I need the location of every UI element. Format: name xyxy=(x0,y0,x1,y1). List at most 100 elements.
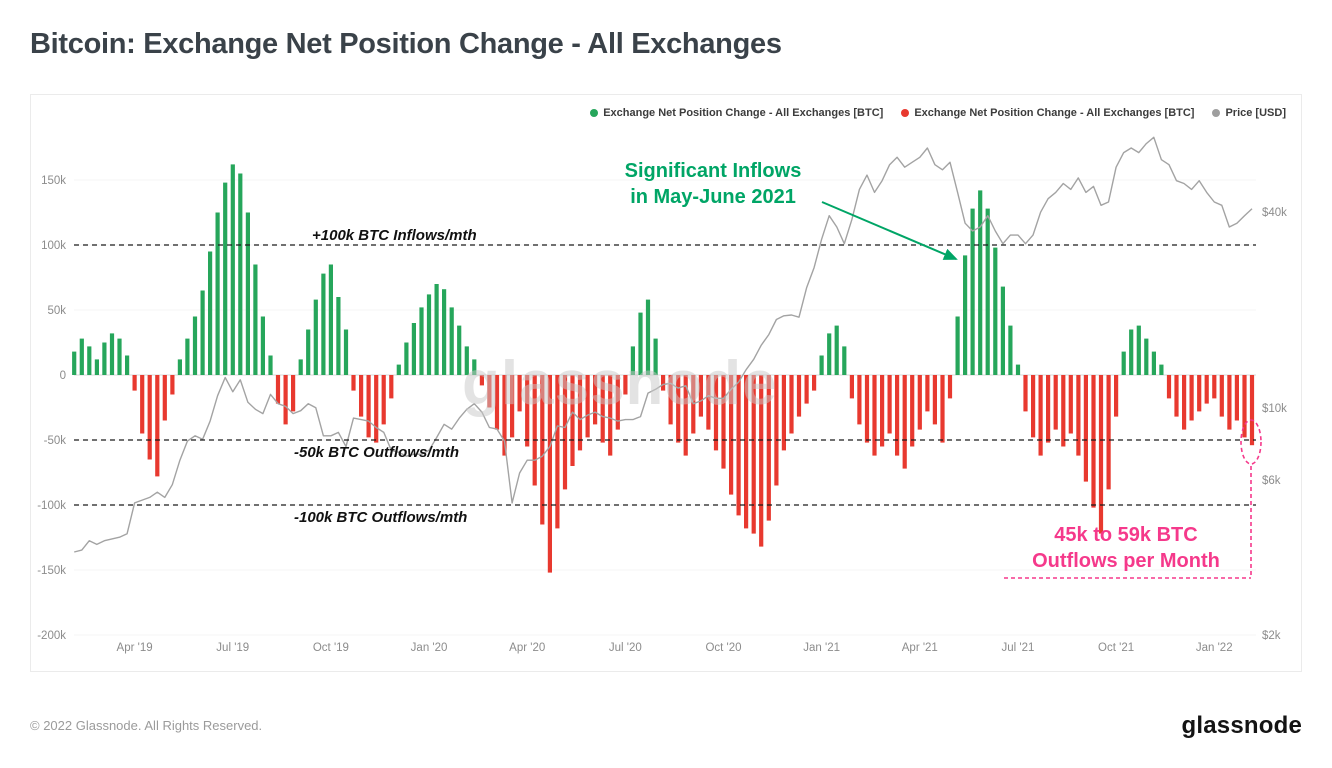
inflow-bar xyxy=(230,164,235,375)
outflow-bar xyxy=(608,375,613,456)
inflow-bar xyxy=(1015,364,1021,375)
outflow-bar xyxy=(880,375,885,447)
outflow-bar xyxy=(381,375,386,425)
outflow-bar xyxy=(525,375,530,447)
inflow-bar xyxy=(1000,286,1005,375)
outflow-bar xyxy=(593,375,598,425)
inflow-bar xyxy=(268,355,273,375)
outflow-bar xyxy=(917,375,922,430)
outflow-bar xyxy=(1091,375,1096,508)
x-tick-label: Jul '21 xyxy=(1002,642,1035,654)
outflow-bar xyxy=(517,375,522,412)
recent-outflows-line2: Outflows per Month xyxy=(1032,550,1220,572)
outflow-bar xyxy=(502,375,507,456)
inflow-bar xyxy=(79,338,84,375)
inflow-bar xyxy=(827,333,832,375)
outflow-bar xyxy=(812,375,817,391)
outflow-bar xyxy=(547,375,552,573)
legend-item-outflows[interactable]: Exchange Net Position Change - All Excha… xyxy=(901,107,1194,119)
legend-label-price: Price [USD] xyxy=(1225,107,1286,119)
outflow-bar xyxy=(910,375,915,447)
outflow-bar xyxy=(351,375,356,391)
outflow-bar xyxy=(140,375,145,434)
x-tick-label: Jan '22 xyxy=(1196,642,1233,654)
outflow-bar xyxy=(162,375,167,421)
outflow-bar xyxy=(1182,375,1187,430)
inflow-bar xyxy=(638,312,643,375)
inflow-bar xyxy=(457,325,462,375)
significant-inflows-line1: Significant Inflows xyxy=(624,160,802,182)
outflow-bar xyxy=(736,375,741,516)
inflow-bar xyxy=(306,329,311,375)
inflow-bar xyxy=(970,208,975,375)
inflow-bar xyxy=(117,338,122,375)
x-tick-label: Apr '19 xyxy=(117,642,153,654)
inflow-bar xyxy=(336,297,341,375)
legend-item-inflows[interactable]: Exchange Net Position Change - All Excha… xyxy=(590,107,883,119)
inflow-bar xyxy=(449,307,454,375)
gray-dot-icon xyxy=(1212,109,1221,117)
outflow-bar xyxy=(487,375,492,408)
outflow-bar xyxy=(1106,375,1111,490)
inflow-bar xyxy=(963,255,968,375)
outflow-bar xyxy=(683,375,688,456)
outflow-bar xyxy=(510,375,515,438)
outflow-bar xyxy=(1083,375,1088,482)
outflow-bar xyxy=(1068,375,1073,434)
chart-legend: Exchange Net Position Change - All Excha… xyxy=(590,107,1286,119)
outflow-bar xyxy=(706,375,711,430)
outflow-bar xyxy=(1227,375,1232,430)
outflow-bar xyxy=(283,375,288,425)
outflow-bar xyxy=(676,375,681,443)
inflow-bar xyxy=(313,299,318,375)
inflow-bar xyxy=(72,351,77,375)
outflow-bar xyxy=(555,375,560,529)
inflow-bar xyxy=(834,325,839,375)
outflow-bar xyxy=(1061,375,1066,447)
outflow-bar xyxy=(887,375,892,434)
inflow-bar xyxy=(1144,338,1149,375)
outflow-bar xyxy=(902,375,907,469)
outflow-bar xyxy=(170,375,175,395)
inflow-bar xyxy=(260,316,265,375)
x-tick-label: Jan '20 xyxy=(411,642,448,654)
significant-inflows-annotation: Significant Inflows in May-June 2021 xyxy=(588,158,838,210)
legend-item-price[interactable]: Price [USD] xyxy=(1212,107,1286,119)
glassnode-logo: glassnode xyxy=(1181,712,1302,739)
y-right-tick-label: $40k xyxy=(1262,207,1287,219)
outflow-bar xyxy=(774,375,779,486)
outflow-bar xyxy=(1038,375,1043,456)
outflow-highlight-circle-icon xyxy=(1240,419,1262,465)
inflow-bar xyxy=(472,359,477,375)
outflow-bar xyxy=(562,375,568,490)
inflow-bar xyxy=(819,355,824,375)
inflow-bar xyxy=(993,247,998,375)
outflow-bar xyxy=(751,375,756,534)
inflow-bar xyxy=(223,182,228,375)
inflow-bar xyxy=(200,290,205,375)
x-tick-label: Jul '20 xyxy=(609,642,642,654)
outflow-bar xyxy=(1098,375,1104,534)
outflow-bar xyxy=(1076,375,1081,456)
inflow-bar xyxy=(245,212,250,375)
inflow-bar xyxy=(645,299,651,375)
inflow-bar xyxy=(1136,325,1141,375)
outflow-50k-threshold-label: -50k BTC Outflows/mth xyxy=(294,444,460,461)
inflow-bar xyxy=(630,346,635,375)
inflow-bar xyxy=(442,289,447,375)
inflow-bar xyxy=(404,342,409,375)
inflow-bar xyxy=(653,338,658,375)
inflow-bar xyxy=(1008,325,1013,375)
outflow-bar xyxy=(1174,375,1179,417)
inflow-bar xyxy=(253,264,258,375)
y-left-tick-label: 0 xyxy=(60,370,66,382)
x-tick-label: Oct '21 xyxy=(1098,642,1134,654)
y-left-tick-label: 50k xyxy=(47,305,66,317)
outflow-bar xyxy=(781,375,786,451)
outflow-bar xyxy=(291,375,296,412)
significant-inflows-line2: in May-June 2021 xyxy=(630,186,796,208)
inflow-threshold-label: +100k BTC Inflows/mth xyxy=(312,227,477,244)
outflow-bar xyxy=(849,375,854,399)
outflow-bar xyxy=(366,375,371,438)
